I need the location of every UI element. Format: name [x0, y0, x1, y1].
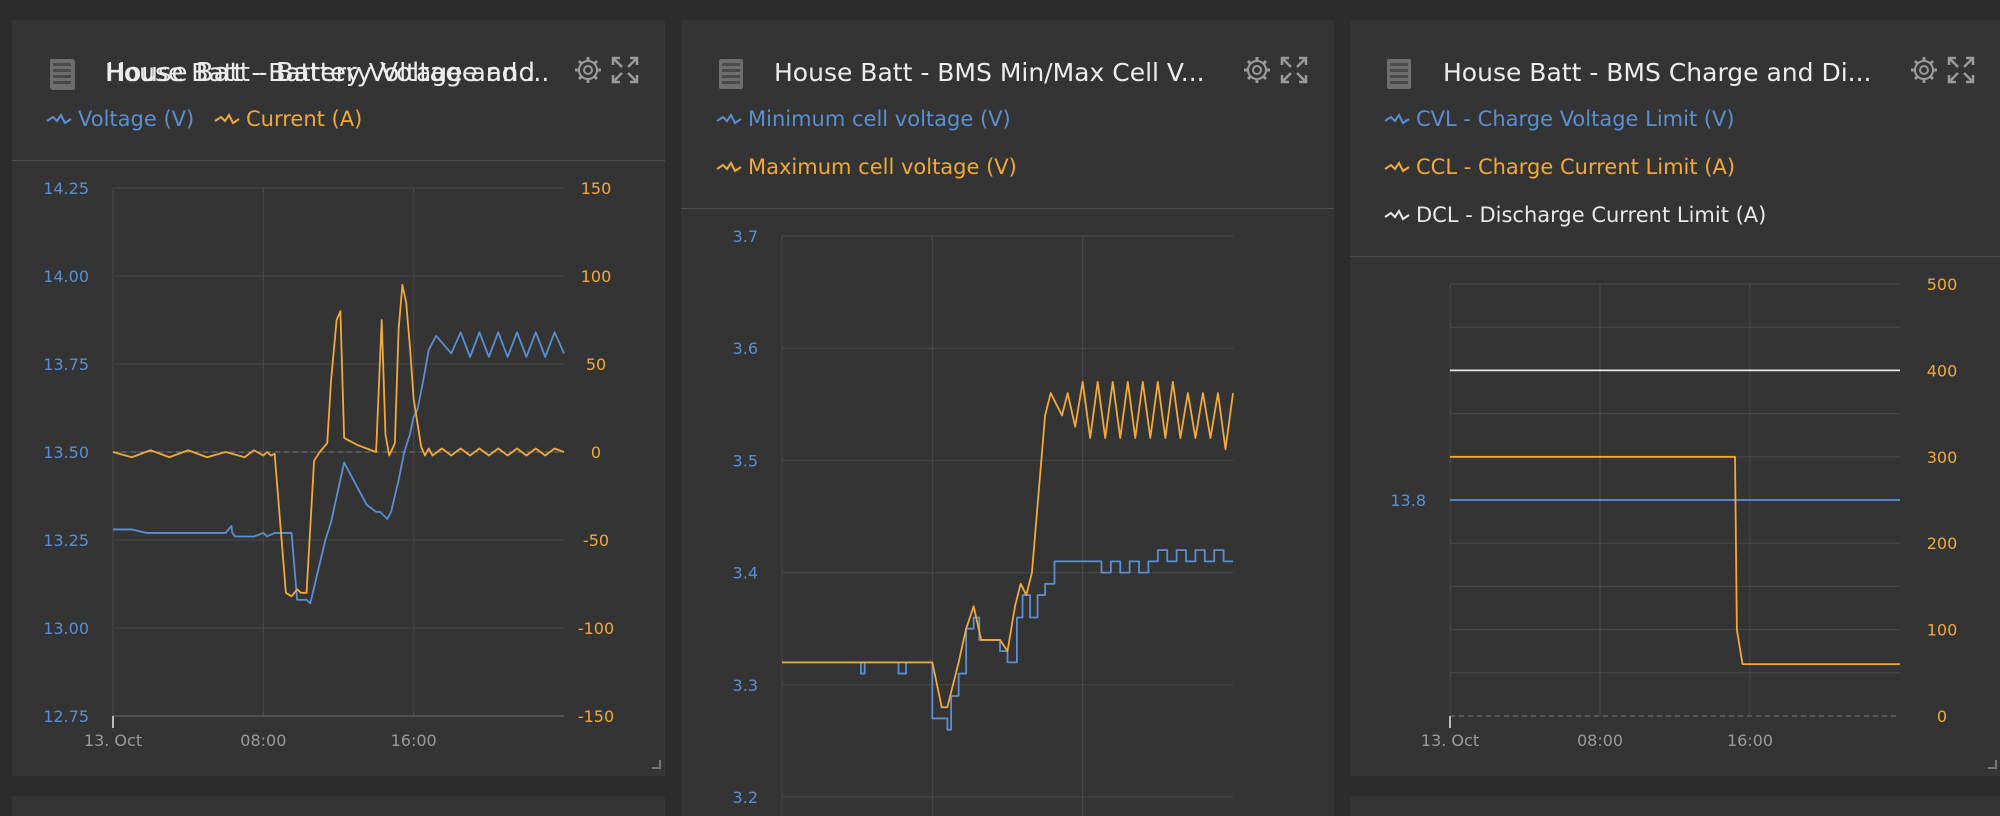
panel-title: House Batt - BMS Min/Max Cell V...	[774, 58, 1205, 87]
x-tick-label: 13. Oct	[84, 731, 142, 750]
legend-label: DCL - Discharge Current Limit (A)	[1416, 203, 1767, 227]
divider	[12, 160, 665, 161]
series-line-voltage	[113, 331, 565, 605]
y-tick-label-right: 150	[581, 179, 612, 198]
x-tick-label: 08:00	[1577, 731, 1623, 750]
legend-label: Maximum cell voltage (V)	[748, 155, 1017, 179]
y-tick-label-right: -150	[578, 707, 614, 726]
battery-monitor-icon	[719, 59, 743, 89]
series-line-icon	[46, 113, 72, 125]
y-tick-label-left: 13.8	[1390, 491, 1426, 510]
y-tick-label-right: 100	[581, 267, 612, 286]
legend-item-max-cell[interactable]: Maximum cell voltage (V)	[716, 155, 1017, 179]
legend-item-ccl[interactable]: CCL - Charge Current Limit (A)	[1384, 155, 1735, 179]
y-tick-label-right: 50	[586, 355, 606, 374]
gear-icon[interactable]	[573, 55, 603, 85]
legend-label: CVL - Charge Voltage Limit (V)	[1416, 107, 1735, 131]
legend-item-dcl[interactable]: DCL - Discharge Current Limit (A)	[1384, 203, 1766, 227]
series-line-icon	[716, 113, 742, 125]
panel-title: House Batt - Battery Voltage and ...	[105, 58, 550, 87]
gear-icon[interactable]	[1909, 55, 1939, 85]
y-tick-label-left: 13.75	[43, 355, 89, 374]
divider	[681, 208, 1334, 209]
panel-title: House Batt - BMS Charge and Di...	[1443, 58, 1872, 87]
y-tick-label-left: 13.25	[43, 531, 89, 550]
y-tick-label-left: 13.50	[43, 443, 89, 462]
y-tick-label-left: 3.6	[733, 339, 758, 358]
y-tick-label-right: 0	[591, 443, 601, 462]
series-line-icon	[1384, 161, 1410, 173]
y-tick-label-right: 200	[1927, 534, 1958, 553]
chart-panel-voltage-current: House Batt - Battery Voltage and ...	[12, 20, 665, 776]
y-tick-label-right: 100	[1927, 621, 1958, 640]
y-tick-label-right: -50	[583, 531, 609, 550]
expand-icon[interactable]	[1946, 55, 1976, 85]
chart-panel-cell-voltage	[681, 20, 1334, 816]
series-line-icon	[716, 161, 742, 173]
series-line-max-cell	[782, 380, 1234, 709]
y-tick-label-left: 14.25	[43, 179, 89, 198]
legend-item-voltage[interactable]: Voltage (V)	[46, 107, 194, 131]
resize-handle-icon	[652, 760, 661, 769]
x-tick-label: 16:00	[1727, 731, 1773, 750]
series-line-ccl	[1450, 455, 1900, 666]
legend-label: CCL - Charge Current Limit (A)	[1416, 155, 1736, 179]
series-line-icon	[1384, 209, 1410, 221]
legend-item-min-cell[interactable]: Minimum cell voltage (V)	[716, 107, 1011, 131]
y-tick-label-right: 300	[1927, 448, 1958, 467]
series-line-min-cell	[782, 549, 1233, 731]
series-line-icon	[1384, 113, 1410, 125]
y-tick-label-left: 13.00	[43, 619, 89, 638]
expand-icon[interactable]	[610, 55, 640, 85]
series-line-current	[112, 283, 565, 598]
panel-title: House Batt - Battery Voltage and ...	[106, 58, 546, 88]
x-tick-label: 13. Oct	[1421, 731, 1479, 750]
y-tick-label-left: 3.4	[733, 564, 758, 583]
resize-handle-icon	[1988, 760, 1997, 769]
legend-label: Voltage (V)	[78, 107, 195, 131]
legend-label: Current (A)	[246, 107, 363, 131]
legend-item-current[interactable]: Current (A)	[214, 107, 362, 131]
gear-icon[interactable]	[1242, 55, 1272, 85]
y-tick-label-left: 3.7	[733, 227, 758, 246]
y-tick-label-left: 3.5	[733, 451, 758, 470]
y-tick-label-left: 3.3	[733, 676, 758, 695]
battery-monitor-icon	[1387, 59, 1411, 89]
legend-item-cvl[interactable]: CVL - Charge Voltage Limit (V)	[1384, 107, 1735, 131]
expand-icon[interactable]	[1279, 55, 1309, 85]
x-tick-label: 08:00	[240, 731, 286, 750]
y-tick-label-right: 500	[1927, 275, 1958, 294]
y-tick-label-left: 14.00	[43, 267, 89, 286]
y-tick-label-right: 0	[1937, 707, 1947, 726]
series-line-icon	[214, 113, 240, 125]
legend-label: Minimum cell voltage (V)	[748, 107, 1011, 131]
y-tick-label-right: 400	[1927, 361, 1958, 380]
chart-panel-charge-limits	[1350, 20, 2000, 776]
next-panel-strip	[12, 796, 665, 816]
y-tick-label-right: -100	[578, 619, 614, 638]
y-tick-label-left: 3.2	[733, 788, 758, 807]
divider	[1350, 256, 2000, 257]
next-panel-strip	[1350, 796, 2000, 816]
x-tick-label: 16:00	[391, 731, 437, 750]
y-tick-label-left: 12.75	[43, 707, 89, 726]
battery-monitor-icon	[50, 59, 74, 89]
